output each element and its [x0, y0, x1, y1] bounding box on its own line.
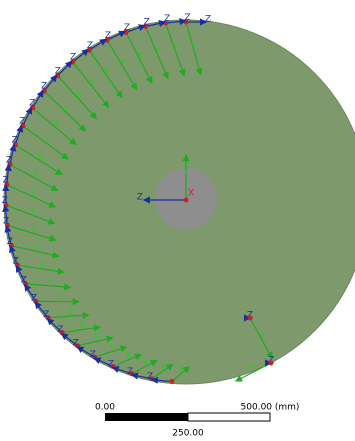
z-axis-label: Z — [57, 325, 63, 335]
z-axis-label: Z — [87, 41, 93, 51]
z-axis-label: Z — [205, 15, 211, 25]
scale-black — [105, 413, 188, 421]
z-axis-label: Z — [108, 360, 114, 370]
z-axis-label: Z — [31, 293, 37, 303]
scale-white — [188, 413, 270, 421]
z-axis-label: Z — [105, 31, 111, 41]
y-axis-label: Y — [190, 42, 197, 52]
y-axis-label: Y — [33, 243, 40, 253]
z-axis-label: Z — [70, 53, 76, 63]
origin-dot — [269, 361, 274, 366]
z-axis-label: Z — [6, 155, 12, 165]
y-axis-label: Y — [55, 293, 62, 303]
y-axis-label: Y — [136, 52, 143, 62]
z-axis-label: Z — [124, 23, 130, 33]
page: YZYZYZYZYZYZYZYZYZYZYZYZYZYZYZYZYZYZYZYZ… — [0, 0, 355, 441]
y-axis-label: Y — [44, 136, 51, 146]
y-axis-label: Y — [177, 365, 184, 375]
y-axis-label: Y — [29, 207, 36, 217]
z-axis-label: Z — [2, 196, 8, 206]
y-axis-label: Y — [39, 260, 46, 270]
y-axis-label: Y — [29, 188, 36, 198]
origin-dot — [169, 379, 174, 384]
y-axis-label: Y — [75, 91, 82, 101]
y-axis-label: Y — [37, 153, 44, 163]
y-axis-label: Y — [248, 364, 255, 374]
scale-start: 0.00 — [95, 403, 115, 413]
y-axis-label: Y — [142, 358, 149, 368]
z-axis-label: Z — [12, 136, 18, 146]
y-axis-label: Y — [159, 362, 166, 372]
y-axis-label: Y — [46, 277, 53, 287]
y-axis-label: Y — [32, 170, 39, 180]
z-axis-label: Z — [137, 193, 143, 203]
y-axis-label: Y — [172, 43, 179, 53]
z-axis-label: Z — [43, 310, 49, 320]
z-axis-label: Z — [127, 367, 133, 377]
y-axis-label: Y — [258, 332, 265, 342]
y-axis-label: Y — [79, 321, 86, 331]
origin-dot — [248, 316, 253, 321]
z-axis-label: Z — [147, 372, 153, 382]
y-axis-label: Y — [93, 333, 100, 343]
x-axis-label: X — [188, 189, 194, 199]
y-axis-label: Y — [52, 120, 59, 130]
z-axis-label: Z — [73, 338, 79, 348]
y-axis-label: Y — [108, 343, 115, 353]
z-axis-label: Z — [7, 237, 13, 247]
z-axis-label: Z — [41, 82, 47, 92]
y-axis-label: Y — [103, 68, 110, 78]
y-axis-label: Y — [119, 59, 126, 69]
y-axis-label: Y — [66, 308, 73, 318]
z-axis-label: Z — [90, 350, 96, 360]
scale-end: 500.00 (mm) — [241, 403, 300, 413]
z-axis-label: Z — [21, 276, 27, 286]
z-axis-label: Z — [164, 14, 170, 24]
z-axis-label: Z — [184, 13, 190, 23]
z-axis-label: Z — [55, 66, 61, 76]
z-axis-label: Z — [3, 176, 9, 186]
z-axis-label: Z — [3, 217, 9, 227]
z-axis-label: Z — [144, 17, 150, 27]
y-axis-label: Y — [30, 225, 37, 235]
y-axis-label: Y — [154, 47, 161, 57]
scale-mid: 250.00 — [172, 429, 204, 439]
z-axis-label: Z — [29, 98, 35, 108]
y-axis-label: Y — [182, 167, 189, 177]
z-axis-label: Z — [13, 257, 19, 267]
viewport: YZYZYZYZYZYZYZYZYZYZYZYZYZYZYZYZYZYZYZYZ… — [0, 0, 355, 441]
y-axis-label: Y — [124, 351, 131, 361]
y-axis-label: Y — [88, 78, 95, 88]
y-axis-label: Y — [63, 104, 70, 114]
z-axis-label: Z — [19, 117, 25, 127]
